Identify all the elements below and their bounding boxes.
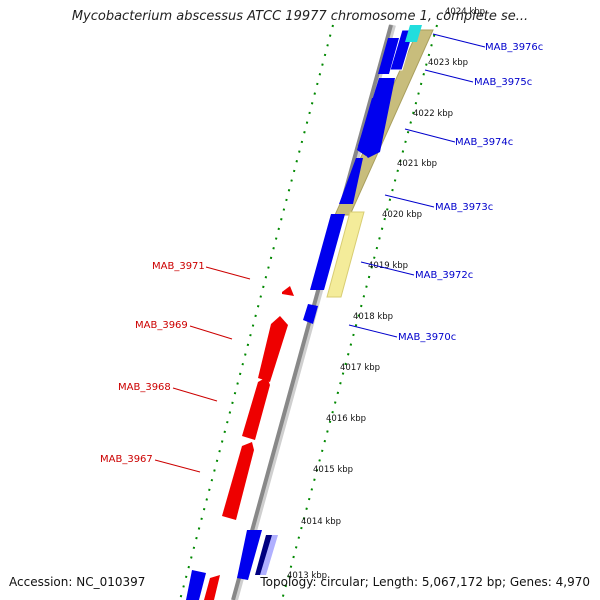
gene-label-forward[interactable]: MAB_3973c [435,202,493,213]
gene-label-reverse[interactable]: MAB_3968 [118,382,171,393]
gene-reverse[interactable] [258,316,288,382]
gene-forward[interactable] [357,98,388,156]
scale-tick-label: 4019 kbp [368,261,408,271]
gene-forward[interactable] [378,38,399,74]
gene-label-reverse[interactable]: MAB_3967 [100,454,153,465]
accession-label: Accession: NC_010397 [9,575,146,589]
scale-tick-label: 4016 kbp [326,414,366,424]
gene-light-forward[interactable] [260,535,278,575]
scale-tick-label: 4022 kbp [413,109,453,119]
gene-cyan[interactable] [405,25,422,42]
scale-tick-label: 4018 kbp [353,312,393,322]
gene-forward[interactable] [237,530,262,580]
gene-forward[interactable] [339,158,363,204]
gene-label-forward[interactable]: MAB_3970c [398,332,456,343]
gc-band-light [326,211,365,298]
gene-label-reverse[interactable]: MAB_3969 [135,320,188,331]
gene-forward[interactable] [186,570,206,600]
gene-label-forward[interactable]: MAB_3974c [455,137,513,148]
gene-forward[interactable] [310,214,345,290]
reverse-gene-labels: MAB_3971 MAB_3969 MAB_3968 MAB_3967 [100,261,251,473]
scale-tick-label: 4023 kbp [428,58,468,68]
gene-label-reverse[interactable]: MAB_3971 [152,261,205,272]
gene-label-forward[interactable]: MAB_3972c [415,270,473,281]
scale-tick-label: 4013 kbp [287,571,327,581]
scale-tick-label: 4021 kbp [397,159,437,169]
scale-tick-label: 4015 kbp [313,465,353,475]
scale-tick-label: 4017 kbp [340,363,380,373]
genome-summary: Topology: circular; Length: 5,067,172 bp… [260,575,590,589]
gene-label-forward[interactable]: MAB_3976c [485,42,543,53]
scale-tick-label: 4014 kbp [301,517,341,527]
gene-label-forward[interactable]: MAB_3975c [474,77,532,88]
scale-tick-label: 4024 kbp [445,7,485,17]
forward-gene-labels: MAB_3976c MAB_3975c MAB_3974c MAB_3973c … [348,33,543,343]
gene-reverse[interactable] [242,377,270,440]
gene-reverse[interactable] [222,442,254,520]
gene-reverse[interactable] [282,286,294,296]
map-title: Mycobacterium abscessus ATCC 19977 chrom… [71,9,529,24]
scale-tick-labels: 4024 kbp 4023 kbp 4022 kbp 4021 kbp 4020… [287,7,485,581]
gene-reverse[interactable] [204,575,220,600]
scale-tick-label: 4020 kbp [382,210,422,220]
gene-forward[interactable] [303,304,318,324]
